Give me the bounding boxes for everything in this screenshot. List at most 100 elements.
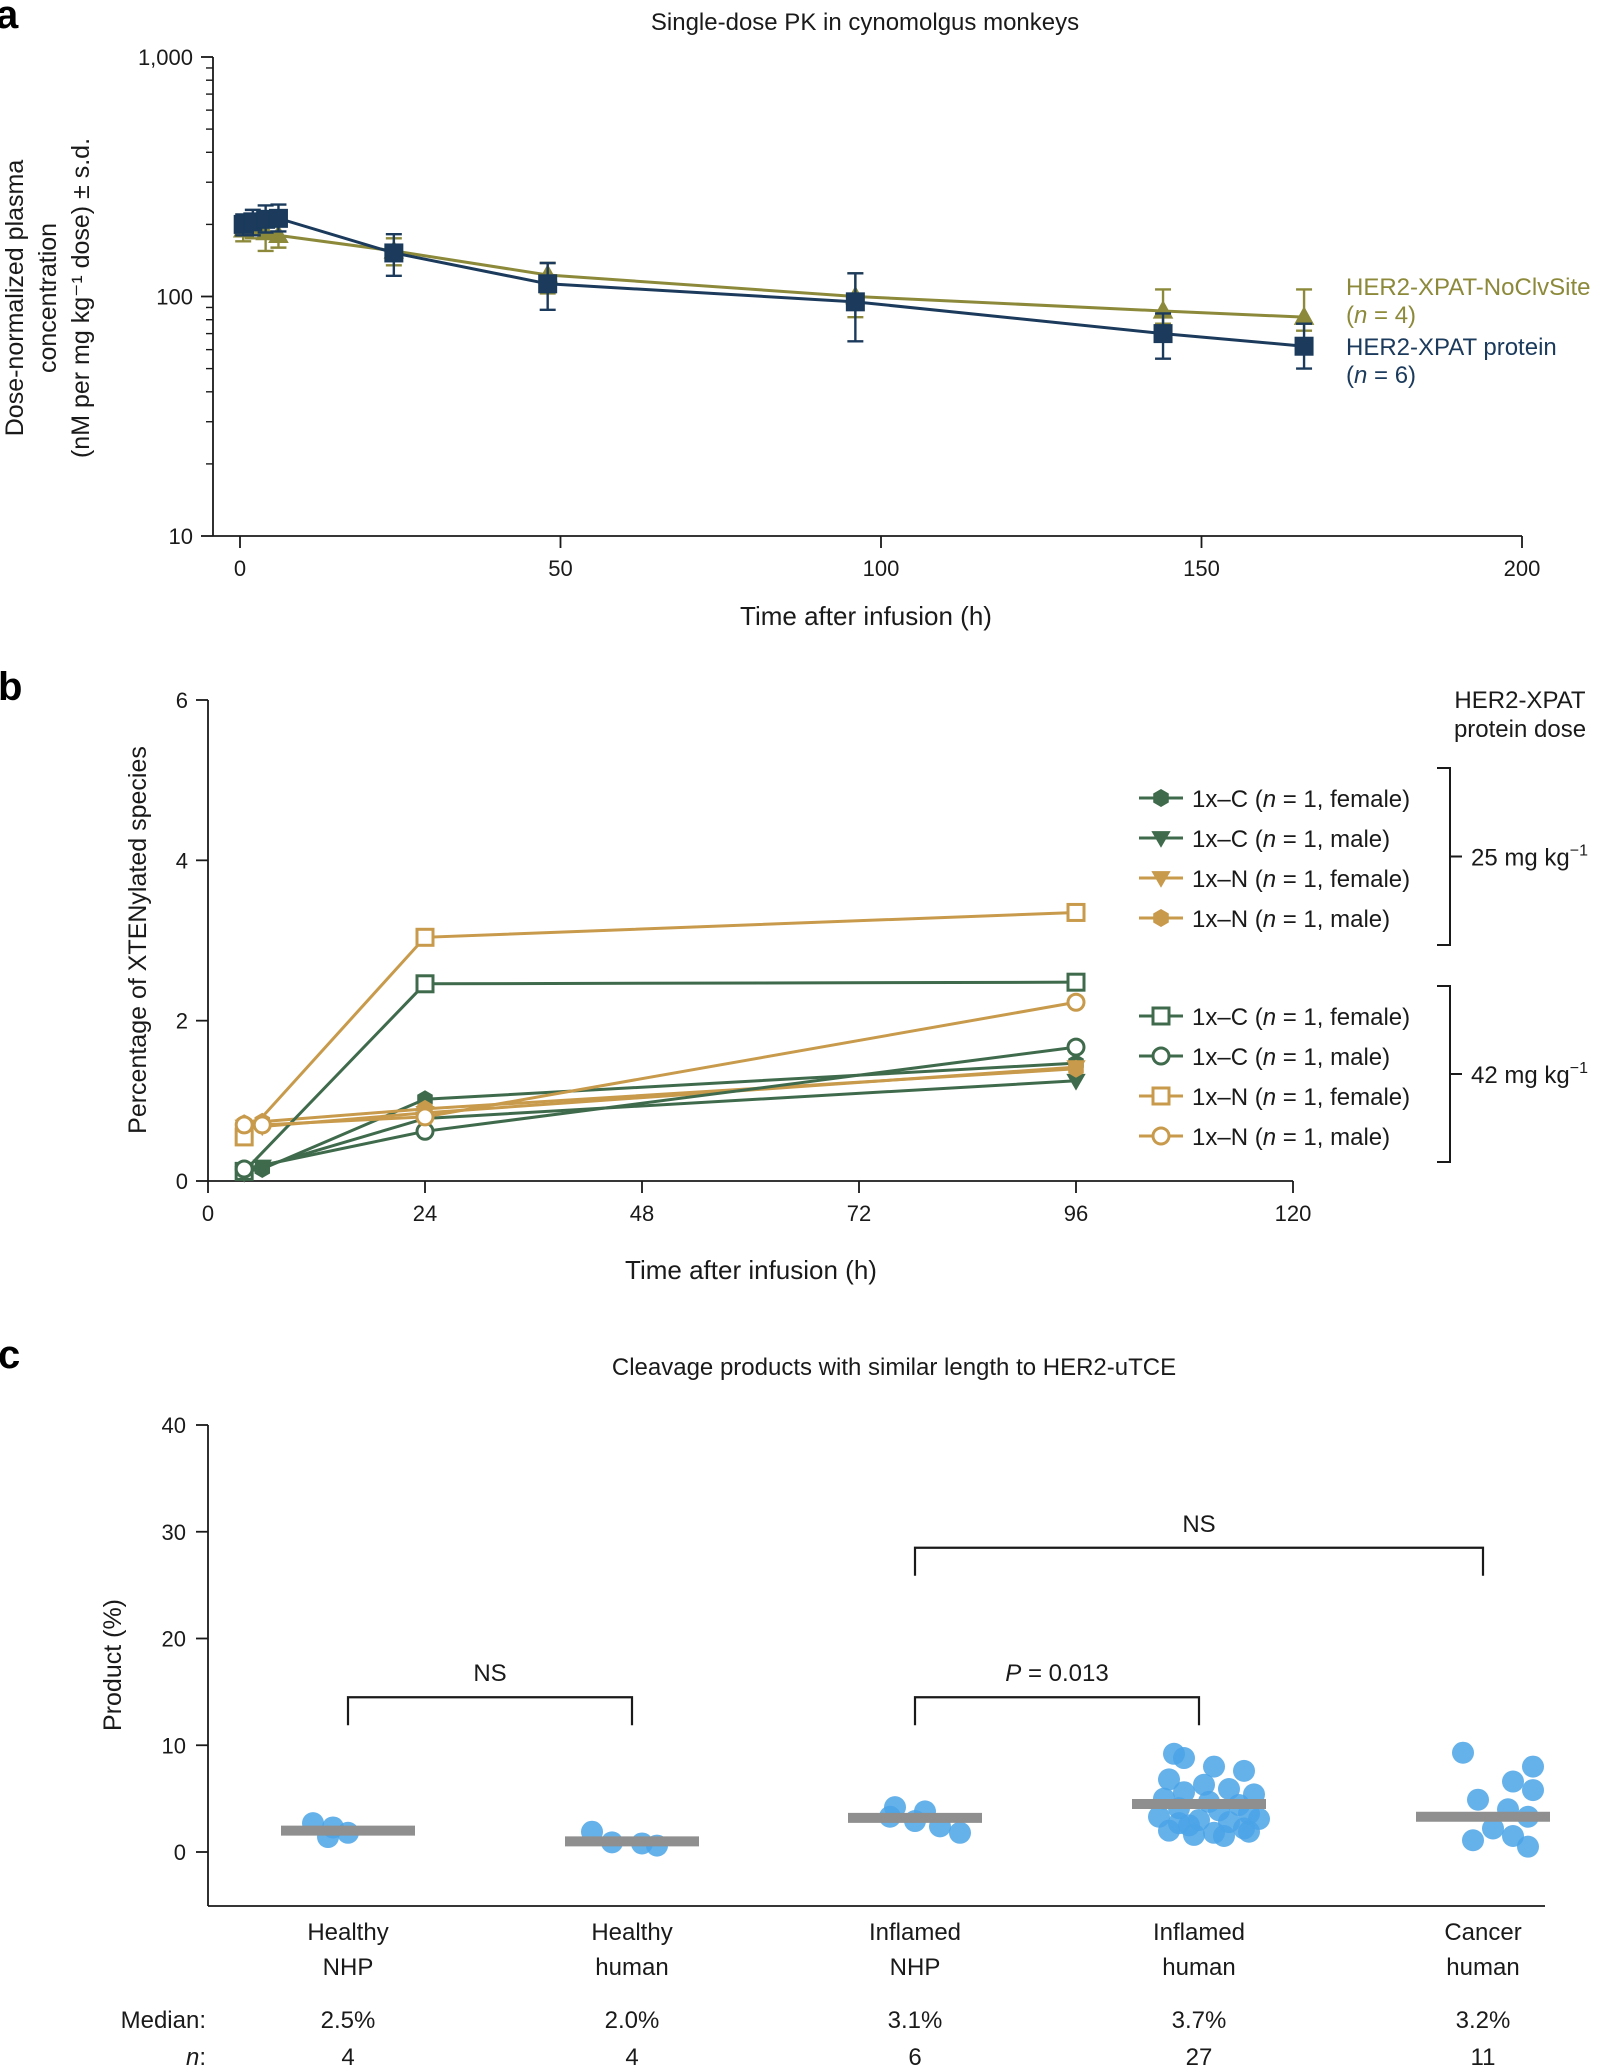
panel-c-n-row-colon: : xyxy=(199,2044,206,2069)
panel-b-legend-open: ( xyxy=(1255,786,1263,813)
panel-a-data-point xyxy=(845,292,865,312)
panel-c-n-value: 27 xyxy=(1186,2044,1213,2069)
panel-b-x-tick-label: 72 xyxy=(847,1201,871,1226)
panel-b-y-tick-label: 2 xyxy=(176,1009,188,1034)
panel-b-legend-open: ( xyxy=(1255,906,1263,933)
panel-b-legend-label: 1x–C (n = 1, male) xyxy=(1192,826,1390,853)
panel-a-x-tick-label: 50 xyxy=(548,556,572,581)
panel-c-data-point xyxy=(1482,1817,1504,1840)
panel-a-y-tick-label: 100 xyxy=(156,285,193,310)
panel-b-dose-text: 25 mg kg xyxy=(1471,845,1570,872)
panel-c-median-value: 3.1% xyxy=(888,2007,943,2034)
panel-b-legend-n: n xyxy=(1263,1124,1276,1151)
panel-c-data-point xyxy=(1462,1829,1484,1852)
panel-b-data-point xyxy=(234,1159,254,1179)
panel-a-legend-n-rest: = 4) xyxy=(1367,302,1416,329)
panel-c-n-value: 6 xyxy=(908,2044,921,2069)
panel-b-legend-name: 1x–C xyxy=(1192,1004,1255,1031)
panel-b-legend-n: n xyxy=(1263,1004,1276,1031)
panel-c-significance-label: NS xyxy=(473,1660,506,1687)
panel-b-legend-label: 1x–N (n = 1, female) xyxy=(1192,1084,1410,1111)
panel-b-y-tick-label: 6 xyxy=(176,688,188,713)
panel-a-legend-n-italic: n xyxy=(1354,302,1367,329)
panel-b-legend-marker xyxy=(1151,1086,1171,1106)
panel-b-legend-n: n xyxy=(1263,826,1276,853)
panel-b-legend-n: n xyxy=(1263,1084,1276,1111)
panel-b-x-tick-label: 24 xyxy=(413,1201,437,1226)
panel-b-legend-n: n xyxy=(1263,1044,1276,1071)
panel-c-data-point xyxy=(1203,1755,1225,1778)
panel-a-legend-name: HER2-XPAT protein xyxy=(1346,334,1557,361)
panel-b-data-point xyxy=(415,1107,435,1127)
panel-a-y-label-line: (nM per mg kg⁻¹ dose) ± s.d. xyxy=(67,138,95,458)
panel-b-legend-marker xyxy=(1151,1006,1171,1026)
panel-a-y-label: Dose-normalized plasma concentration (nM p… xyxy=(1,138,95,458)
panel-b-legend-n: n xyxy=(1263,866,1276,893)
panel-b-legend-label: 1x–C (n = 1, female) xyxy=(1192,1004,1410,1031)
panel-b-x-tick-label: 96 xyxy=(1064,1201,1088,1226)
panel-b-x-tick-label: 0 xyxy=(202,1201,214,1226)
panel-b-legend-marker xyxy=(1151,1126,1171,1146)
panel-c-data-point xyxy=(1502,1770,1524,1793)
panel-c-significance-bracket xyxy=(913,1696,1201,1726)
panel-b-dose-sup: −1 xyxy=(1570,843,1588,860)
panel-c-data-point xyxy=(1158,1768,1180,1791)
panel-c-significance-text: = 0.013 xyxy=(1021,1660,1108,1687)
panel-c-n-value: 11 xyxy=(1471,2044,1496,2069)
panel-b-legend-sub: = 1, male) xyxy=(1276,1124,1390,1151)
panel-c-significance-bracket xyxy=(346,1696,634,1726)
panel-a-data-point xyxy=(1153,324,1173,344)
panel-c-median-value: 2.0% xyxy=(605,2007,660,2034)
panel-a-legend-n-open: ( xyxy=(1346,362,1354,389)
panel-c-data-point xyxy=(1168,1812,1190,1835)
panel-b-dose-label: 25 mg kg−1 xyxy=(1471,843,1588,872)
panel-c-y-tick-label: 30 xyxy=(162,1520,186,1545)
panel-a-data-point xyxy=(538,274,558,294)
panel-b-legend-name: 1x–N xyxy=(1192,906,1255,933)
panel-c-data-point xyxy=(1517,1835,1539,1858)
panel-a-legend-name: HER2-XPAT-NoClvSite xyxy=(1346,274,1591,301)
panel-c-significance-italic: P xyxy=(1005,1660,1021,1687)
panel-b-legend-label: 1x–N (n = 1, female) xyxy=(1192,866,1410,893)
panel-b-data-point xyxy=(1066,1037,1086,1057)
panel-c-group-label: Healthy xyxy=(307,1919,388,1946)
panel-label-c: c xyxy=(0,1333,20,1377)
panel-b-data-point xyxy=(252,1115,272,1135)
panel-c-group-label: NHP xyxy=(890,1954,941,1981)
panel-c-median-value: 3.2% xyxy=(1456,2007,1511,2034)
panel-a-x-tick-label: 100 xyxy=(863,556,900,581)
panel-c-median-row-label: Median: xyxy=(121,2007,206,2034)
panel-b-x-label: Time after infusion (h) xyxy=(625,1255,877,1285)
panel-b-legend-name: 1x–C xyxy=(1192,826,1255,853)
panel-b-data-point xyxy=(415,974,435,994)
panel-c-group-label: Healthy xyxy=(591,1919,672,1946)
panel-b-legend-n: n xyxy=(1263,786,1276,813)
panel-c-n-value: 4 xyxy=(341,2044,354,2069)
panel-a-data-point xyxy=(384,243,404,263)
panel-c-significance-label: P = 0.013 xyxy=(1005,1660,1108,1687)
panel-a-data-point xyxy=(268,224,289,244)
panel-b-legend-sub: = 1, female) xyxy=(1276,1084,1410,1111)
panel-c-data-point xyxy=(1452,1741,1474,1764)
panel-a-chart: Single-dose PK in cynomolgus monkeys 10 10… xyxy=(1,9,1591,631)
panel-c-significance-bracket xyxy=(913,1546,1485,1576)
panel-a-x-tick-label: 200 xyxy=(1504,556,1541,581)
panel-b-legend-sub: = 1, male) xyxy=(1276,906,1390,933)
panel-b-legend-title: HER2-XPAT xyxy=(1454,687,1585,714)
panel-a-legend-n: (n = 6) xyxy=(1346,362,1416,389)
panel-b-legend-n: n xyxy=(1263,906,1276,933)
panel-b-dose-bracket xyxy=(1437,985,1451,1163)
panel-b-dose-bracket xyxy=(1437,767,1451,946)
panel-b-legend-open: ( xyxy=(1255,866,1263,893)
panel-b-data-point xyxy=(234,1115,254,1135)
panel-a-x-tick-label: 150 xyxy=(1183,556,1220,581)
panel-b-data-point xyxy=(1066,902,1086,922)
panel-b-legend-open: ( xyxy=(1255,1084,1263,1111)
panel-c-data-point xyxy=(1233,1759,1255,1782)
panel-a-series-line xyxy=(242,216,1305,348)
panel-c-data-point xyxy=(949,1821,971,1844)
panel-b-legend-open: ( xyxy=(1255,1044,1263,1071)
panel-c-data-point xyxy=(1248,1807,1270,1830)
panel-c-significance-text: NS xyxy=(473,1660,506,1687)
panel-a-legend-n-rest: = 6) xyxy=(1367,362,1416,389)
